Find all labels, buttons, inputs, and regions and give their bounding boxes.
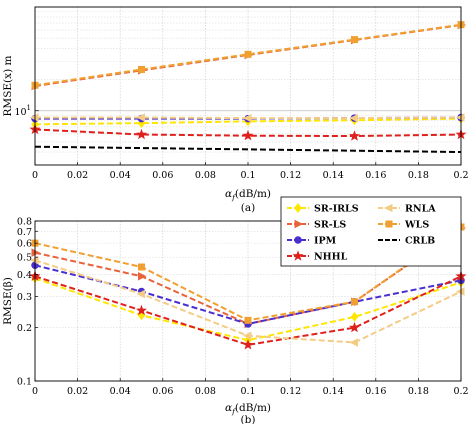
- y-tick-label: 0.3: [17, 292, 32, 303]
- data-point-rnla: [136, 113, 145, 122]
- x-tick-label: 0.08: [195, 386, 216, 397]
- series-line-nhhl: [34, 128, 462, 138]
- data-point-nhhl: [136, 128, 147, 140]
- data-point-wls: [351, 298, 358, 306]
- legend-marker-sr-irls: [294, 203, 302, 213]
- x-tick-label: 0.18: [408, 386, 429, 397]
- subfigure-caption: (b): [241, 414, 256, 424]
- chart-b: 0 0.02 0.04 0.06 0.08 0.1 0.12 0.14 0.16 0.18 0.2 0…: [2, 196, 469, 424]
- legend-label-ipm: IPM: [314, 236, 337, 247]
- data-point-rnla: [243, 113, 252, 123]
- x-tick-label: 0.08: [195, 170, 216, 181]
- x-tick-label: 0.12: [280, 386, 301, 397]
- data-point-wls: [351, 36, 358, 44]
- legend-label-rnla: RNLA: [405, 204, 436, 215]
- data-point-rnla: [349, 113, 358, 123]
- data-point-rnla: [30, 113, 39, 122]
- x-axis-label: αf(dB/m): [225, 402, 271, 416]
- legend-marker-sr-ls: [294, 219, 303, 229]
- y-tick-label: 0.6: [17, 239, 32, 250]
- legend-label-crlb: CRLB: [405, 236, 435, 247]
- x-tick-label: 0.06: [152, 170, 173, 181]
- x-tick-label: 0.14: [323, 386, 344, 397]
- data-point-nhhl: [136, 304, 147, 316]
- legend-marker-nhhl: [292, 250, 304, 261]
- y-tick-label: 0.8: [17, 217, 32, 228]
- x-tick-label: 0.12: [280, 170, 301, 181]
- series-line-sr-irls: [34, 277, 462, 342]
- x-tick-label: 0.02: [67, 170, 88, 181]
- x-tick-label: 0.2: [453, 386, 468, 397]
- x-tick-label: 0.14: [323, 170, 344, 181]
- data-point-rnla: [456, 287, 465, 296]
- data-point-wls: [244, 50, 252, 58]
- x-tick-label: 0.04: [110, 386, 131, 397]
- data-point-nhhl: [242, 339, 254, 350]
- data-point-sr-ls: [138, 272, 147, 281]
- data-point-sr-irls: [350, 311, 359, 322]
- y-tick-label: 0.5: [17, 253, 32, 264]
- data-point-wls: [138, 263, 145, 271]
- y-tick-label: 101: [14, 104, 31, 118]
- series-line-crlb: [34, 145, 462, 154]
- series-line-rnla: [35, 116, 462, 120]
- series-line-sr-irls: [34, 117, 462, 126]
- data-point-nhhl: [349, 321, 360, 333]
- series-line-nhhl: [34, 275, 462, 346]
- x-tick-label: 0.2: [453, 170, 468, 181]
- legend: SR-IRLS SR-LS IPM NHHL RNLA WLS CRLB: [280, 196, 462, 267]
- data-point-rnla: [456, 113, 465, 122]
- y-tick-label: 0.1: [17, 377, 32, 388]
- x-tick-label: 0.1: [240, 170, 255, 181]
- chart-a: 0 0.02 0.04 0.06 0.08 0.1 0.12 0.14 0.16 0.18 0.2 1…: [2, 6, 469, 214]
- y-axis-label: RMSE(x) m: [2, 56, 14, 117]
- x-tick-label: 0.18: [408, 170, 429, 181]
- legend-label-nhhl: NHHL: [314, 252, 348, 263]
- legend-label-wls: WLS: [404, 220, 429, 231]
- data-point-rnla: [349, 338, 358, 347]
- plot-area: [29, 20, 467, 154]
- data-point-sr-ls: [31, 248, 40, 257]
- legend-marker-rnla: [384, 203, 393, 213]
- legend-box: [280, 196, 462, 267]
- x-tick-label: 0: [32, 170, 38, 181]
- data-point-nhhl: [242, 129, 254, 141]
- x-tick-label: 0.06: [152, 386, 173, 397]
- data-point-rnla: [30, 256, 39, 265]
- x-tick-label: 0: [32, 386, 38, 397]
- legend-label-sr-irls: SR-IRLS: [314, 204, 359, 215]
- subfigure-caption: (a): [241, 202, 255, 214]
- plot-area: [29, 223, 467, 350]
- x-tick-label: 0.16: [365, 170, 386, 181]
- x-tick-label: 0.04: [110, 170, 131, 181]
- legend-label-sr-ls: SR-LS: [314, 220, 346, 231]
- x-tick-label: 0.16: [365, 386, 386, 397]
- x-tick-label: 0.02: [67, 386, 88, 397]
- x-axis-label: αf(dB/m): [225, 188, 271, 202]
- y-axis-label: RMSE(β): [2, 277, 14, 325]
- y-tick-label: 0.2: [17, 323, 32, 334]
- legend-marker-ipm: [294, 236, 302, 244]
- y-tick-label: 0.7: [17, 227, 32, 238]
- data-point-rnla: [243, 331, 252, 341]
- data-point-wls: [244, 316, 252, 324]
- data-point-rnla: [136, 289, 145, 299]
- y-tick-label: 0.4: [17, 270, 32, 281]
- x-tick-label: 0.1: [240, 386, 255, 397]
- data-point-wls: [138, 65, 145, 73]
- legend-marker-wls: [385, 220, 393, 228]
- data-point-nhhl: [349, 130, 360, 141]
